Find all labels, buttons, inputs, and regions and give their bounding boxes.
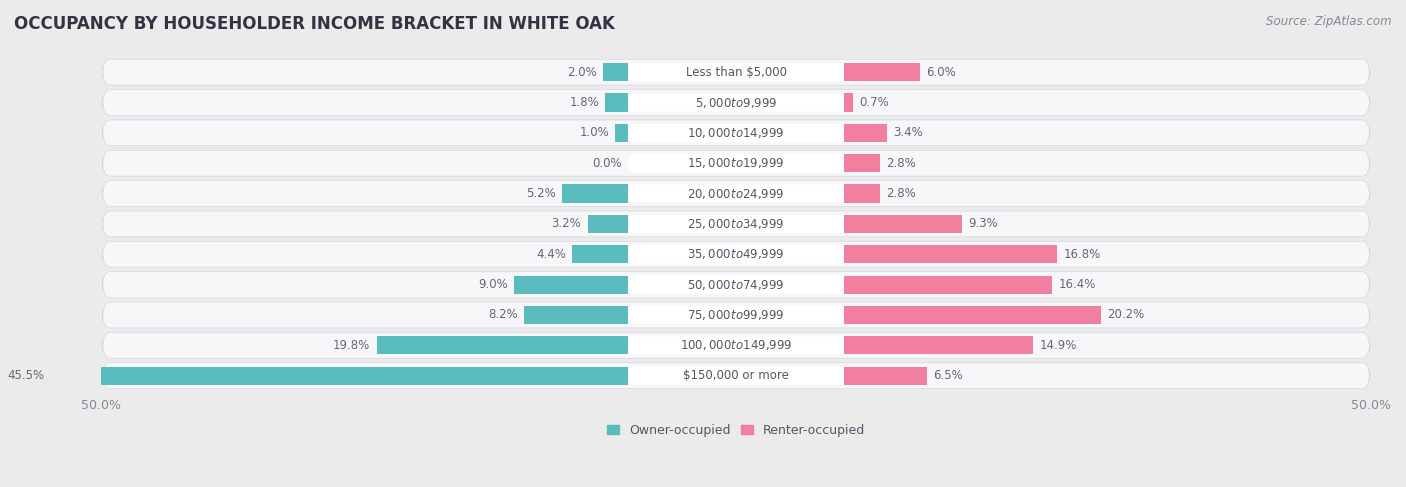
FancyBboxPatch shape (628, 276, 844, 294)
Text: 45.5%: 45.5% (7, 369, 44, 382)
FancyBboxPatch shape (103, 363, 1369, 389)
FancyBboxPatch shape (628, 94, 844, 112)
Text: 2.8%: 2.8% (886, 187, 915, 200)
Text: 0.7%: 0.7% (859, 96, 889, 109)
Text: 19.8%: 19.8% (333, 339, 370, 352)
FancyBboxPatch shape (628, 154, 844, 172)
FancyBboxPatch shape (628, 306, 844, 324)
Text: 6.5%: 6.5% (934, 369, 963, 382)
FancyBboxPatch shape (103, 150, 1369, 176)
FancyBboxPatch shape (628, 367, 844, 385)
Text: 0.0%: 0.0% (592, 157, 621, 170)
FancyBboxPatch shape (628, 185, 844, 203)
Bar (844, 154, 880, 172)
Bar (844, 367, 927, 385)
FancyBboxPatch shape (103, 211, 1369, 237)
Text: 5.2%: 5.2% (526, 187, 555, 200)
Text: $15,000 to $19,999: $15,000 to $19,999 (688, 156, 785, 170)
Text: $75,000 to $99,999: $75,000 to $99,999 (688, 308, 785, 322)
FancyBboxPatch shape (103, 181, 1369, 206)
Text: $100,000 to $149,999: $100,000 to $149,999 (681, 338, 793, 352)
Bar (562, 185, 628, 203)
Text: 4.4%: 4.4% (536, 248, 567, 261)
Bar (844, 336, 1033, 355)
Bar (844, 245, 1057, 263)
Text: 3.4%: 3.4% (894, 126, 924, 139)
Text: $35,000 to $49,999: $35,000 to $49,999 (688, 247, 785, 262)
Bar (616, 124, 628, 142)
Text: 16.4%: 16.4% (1059, 278, 1097, 291)
FancyBboxPatch shape (103, 302, 1369, 328)
Text: 1.8%: 1.8% (569, 96, 599, 109)
Bar (844, 63, 920, 81)
Text: $25,000 to $34,999: $25,000 to $34,999 (688, 217, 785, 231)
Text: 2.0%: 2.0% (567, 66, 596, 79)
Bar (603, 63, 628, 81)
FancyBboxPatch shape (628, 63, 844, 81)
Text: Less than $5,000: Less than $5,000 (686, 66, 786, 79)
FancyBboxPatch shape (628, 245, 844, 263)
Bar (844, 215, 962, 233)
Bar (51, 367, 628, 385)
Text: 6.0%: 6.0% (927, 66, 956, 79)
Bar (588, 215, 628, 233)
Bar (606, 94, 628, 112)
Text: $50,000 to $74,999: $50,000 to $74,999 (688, 278, 785, 292)
FancyBboxPatch shape (628, 124, 844, 142)
FancyBboxPatch shape (103, 120, 1369, 146)
FancyBboxPatch shape (103, 242, 1369, 267)
Legend: Owner-occupied, Renter-occupied: Owner-occupied, Renter-occupied (602, 419, 870, 442)
FancyBboxPatch shape (103, 59, 1369, 85)
Bar (844, 94, 853, 112)
FancyBboxPatch shape (103, 272, 1369, 298)
Bar (572, 245, 628, 263)
Text: $5,000 to $9,999: $5,000 to $9,999 (695, 95, 778, 110)
FancyBboxPatch shape (628, 215, 844, 233)
Text: 9.3%: 9.3% (969, 217, 998, 230)
Text: 20.2%: 20.2% (1107, 308, 1144, 321)
Text: $150,000 or more: $150,000 or more (683, 369, 789, 382)
Text: 3.2%: 3.2% (551, 217, 581, 230)
Text: $20,000 to $24,999: $20,000 to $24,999 (688, 187, 785, 201)
FancyBboxPatch shape (103, 333, 1369, 358)
Bar (844, 185, 880, 203)
FancyBboxPatch shape (628, 336, 844, 355)
FancyBboxPatch shape (103, 90, 1369, 115)
Text: OCCUPANCY BY HOUSEHOLDER INCOME BRACKET IN WHITE OAK: OCCUPANCY BY HOUSEHOLDER INCOME BRACKET … (14, 15, 614, 33)
Bar (524, 306, 628, 324)
Bar (377, 336, 628, 355)
Text: 16.8%: 16.8% (1064, 248, 1101, 261)
Bar (844, 276, 1052, 294)
Text: Source: ZipAtlas.com: Source: ZipAtlas.com (1267, 15, 1392, 28)
Bar (844, 306, 1101, 324)
Bar (513, 276, 628, 294)
Text: 2.8%: 2.8% (886, 157, 915, 170)
Text: 8.2%: 8.2% (488, 308, 517, 321)
Text: 1.0%: 1.0% (579, 126, 609, 139)
Text: 14.9%: 14.9% (1039, 339, 1077, 352)
Bar (844, 124, 887, 142)
Text: 9.0%: 9.0% (478, 278, 508, 291)
Text: $10,000 to $14,999: $10,000 to $14,999 (688, 126, 785, 140)
